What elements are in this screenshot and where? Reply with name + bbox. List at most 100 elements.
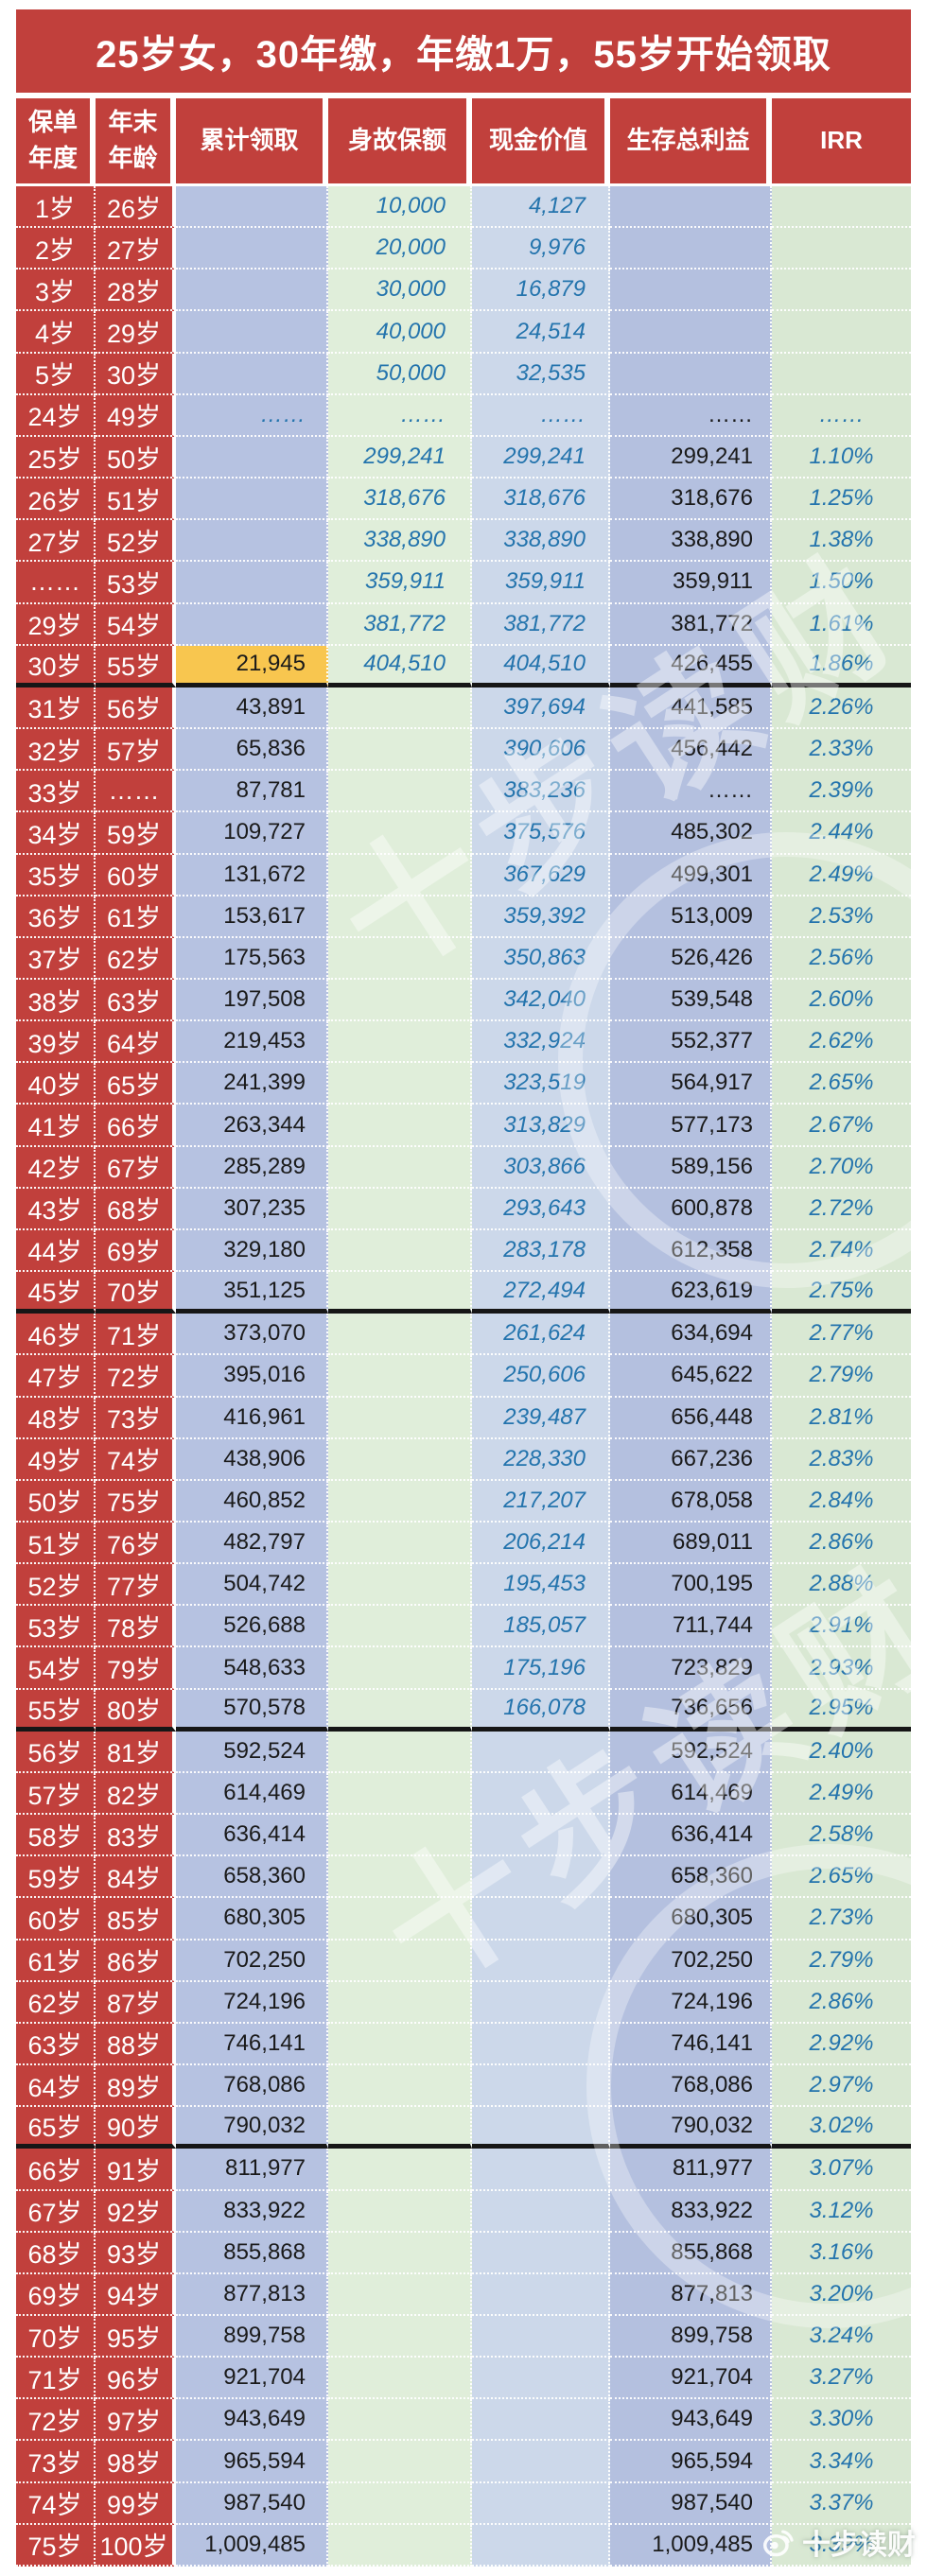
cell-irr: 2.93% (772, 1647, 911, 1690)
table-row: …… 53岁 359,911 359,911 359,911 1.50% (16, 562, 911, 604)
cell-cumulative: 285,289 (176, 1146, 328, 1189)
cell-death-benefit (328, 1146, 472, 1189)
table-row: 63岁 88岁 746,141 746,141 2.92% (16, 2023, 911, 2066)
cell-death-benefit: 50,000 (328, 353, 472, 395)
cell-cash-value (472, 1731, 610, 1773)
cell-policy-year: 68岁 (16, 2232, 96, 2274)
cell-death-benefit (328, 1229, 472, 1273)
cell-age: 27岁 (96, 228, 176, 270)
cell-cumulative (176, 353, 328, 395)
table-row: 26岁 51岁 318,676 318,676 318,676 1.25% (16, 479, 911, 521)
header-irr: IRR (772, 98, 911, 183)
cell-cumulative: 307,235 (176, 1188, 328, 1230)
cell-policy-year: 33岁 (16, 771, 96, 813)
cell-death-benefit: 381,772 (328, 603, 472, 646)
cell-irr: 3.24% (772, 2315, 911, 2358)
cell-total-benefit: 658,360 (610, 1856, 772, 1899)
table-row: 73岁 98岁 965,594 965,594 3.34% (16, 2441, 911, 2483)
cell-cash-value (472, 2149, 610, 2191)
cell-total-benefit: 552,377 (610, 1021, 772, 1064)
cell-death-benefit (328, 1981, 472, 2024)
cell-policy-year: 30岁 (16, 645, 96, 688)
cell-age: 70岁 (96, 1272, 176, 1314)
cell-total-benefit: 723,829 (610, 1647, 772, 1690)
table-header: 保单 年度 年末 年龄 累计领取 身故保额 现金价值 生存总利益 IRR (16, 98, 911, 183)
cell-cumulative: 43,891 (176, 687, 328, 730)
header-death-benefit: 身故保额 (328, 98, 472, 183)
cell-irr: 2.44% (772, 812, 911, 855)
cell-irr (772, 353, 911, 395)
cell-total-benefit: 441,585 (610, 687, 772, 730)
cell-cash-value: 390,606 (472, 729, 610, 772)
cell-irr: 1.50% (772, 562, 911, 604)
cell-cash-value: 299,241 (472, 436, 610, 479)
cell-death-benefit: 10,000 (328, 186, 472, 229)
cell-age: 80岁 (96, 1689, 176, 1732)
cell-policy-year: 31岁 (16, 687, 96, 730)
cell-death-benefit (328, 1397, 472, 1439)
cell-death-benefit (328, 1731, 472, 1773)
cell-irr: 2.60% (772, 979, 911, 1022)
cell-policy-year: 26岁 (16, 479, 96, 521)
cell-death-benefit (328, 1105, 472, 1147)
cell-cumulative: 899,758 (176, 2315, 328, 2358)
table-row: 48岁 73岁 416,961 239,487 656,448 2.81% (16, 1397, 911, 1439)
cell-total-benefit: 811,977 (610, 2149, 772, 2191)
cell-irr: 2.84% (772, 1480, 911, 1523)
cell-death-benefit (328, 2524, 472, 2567)
cell-policy-year: 59岁 (16, 1856, 96, 1899)
cell-age: 71岁 (96, 1314, 176, 1356)
table-row: 4岁 29岁 40,000 24,514 (16, 311, 911, 354)
cell-irr: 3.34% (772, 2441, 911, 2483)
cell-death-benefit (328, 1772, 472, 1816)
cell-cash-value: 175,196 (472, 1647, 610, 1690)
cell-total-benefit: 667,236 (610, 1438, 772, 1481)
cell-cash-value: 359,392 (472, 896, 610, 938)
cell-total-benefit: 656,448 (610, 1397, 772, 1439)
table-title: 25岁女，30年缴，年缴1万，55岁开始领取 (16, 9, 911, 93)
cell-age: 50岁 (96, 436, 176, 479)
cell-total-benefit: 612,358 (610, 1229, 772, 1273)
cell-policy-year: 32岁 (16, 729, 96, 772)
cell-total-benefit: 965,594 (610, 2441, 772, 2483)
cell-death-benefit (328, 2315, 472, 2358)
cell-cumulative: 790,032 (176, 2107, 328, 2150)
cell-policy-year: …… (16, 562, 96, 604)
cell-cash-value (472, 2399, 610, 2442)
cell-death-benefit (328, 2399, 472, 2442)
cell-age: 53岁 (96, 562, 176, 604)
cell-cumulative: 438,906 (176, 1438, 328, 1481)
cell-cash-value: 185,057 (472, 1606, 610, 1648)
cell-death-benefit (328, 2441, 472, 2483)
cell-irr: 2.86% (772, 1523, 911, 1565)
cell-irr: 2.67% (772, 1105, 911, 1147)
cell-cash-value: 206,214 (472, 1523, 610, 1565)
cell-age: 92岁 (96, 2190, 176, 2233)
cell-cumulative (176, 603, 328, 646)
cell-death-benefit (328, 854, 472, 896)
cell-cash-value (472, 2441, 610, 2483)
table-row: 71岁 96岁 921,704 921,704 3.27% (16, 2358, 911, 2400)
cell-cumulative: 329,180 (176, 1229, 328, 1273)
cell-policy-year: 67岁 (16, 2190, 96, 2233)
cell-policy-year: 36岁 (16, 896, 96, 938)
cell-policy-year: 60岁 (16, 1898, 96, 1941)
cell-age: 85岁 (96, 1898, 176, 1941)
cell-cash-value (472, 1898, 610, 1941)
table-row: 3岁 28岁 30,000 16,879 (16, 270, 911, 312)
cell-age: 82岁 (96, 1772, 176, 1816)
table-row: 60岁 85岁 680,305 680,305 2.73% (16, 1898, 911, 1941)
cell-age: 89岁 (96, 2065, 176, 2108)
cell-irr: 2.83% (772, 1438, 911, 1481)
cell-policy-year: 54岁 (16, 1647, 96, 1690)
cell-policy-year: 51岁 (16, 1523, 96, 1565)
cell-irr: 2.70% (772, 1146, 911, 1189)
cell-total-benefit: 689,011 (610, 1523, 772, 1565)
cell-cumulative: 921,704 (176, 2358, 328, 2400)
cell-irr: 2.74% (772, 1229, 911, 1273)
cell-age: 93岁 (96, 2232, 176, 2274)
cell-irr: 3.12% (772, 2190, 911, 2233)
cell-death-benefit: 359,911 (328, 562, 472, 604)
cell-age: 98岁 (96, 2441, 176, 2483)
